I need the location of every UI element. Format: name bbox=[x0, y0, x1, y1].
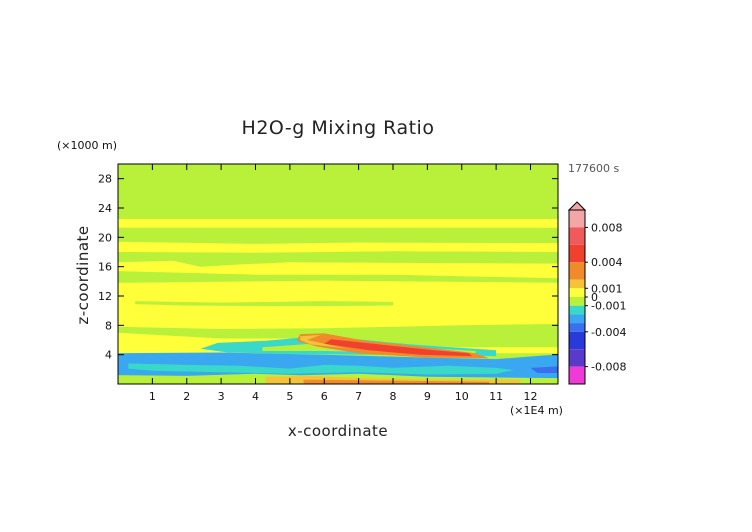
x-axis: 1 2 3 4 5 6 7 8 9 10 11 12 bbox=[149, 164, 538, 403]
y-tick-label: 12 bbox=[98, 290, 112, 303]
colorbar-label: 0.001 bbox=[591, 282, 623, 295]
x-tick-label: 9 bbox=[424, 390, 431, 403]
colorbar-level bbox=[569, 314, 585, 324]
x-unit-label: (×1E4 m) bbox=[510, 404, 563, 417]
plot-frame bbox=[117, 163, 559, 385]
x-tick-label: 11 bbox=[489, 390, 503, 403]
layer-light-blue bbox=[128, 363, 514, 375]
x-tick-label: 10 bbox=[455, 390, 469, 403]
x-tick-label: 3 bbox=[218, 390, 225, 403]
layer-red-surface bbox=[303, 379, 490, 384]
patch-green-12km bbox=[135, 301, 393, 307]
colorbar-label: -0.008 bbox=[591, 361, 626, 374]
mixing-ratio-field bbox=[118, 164, 558, 384]
y-tick-label: 24 bbox=[98, 202, 112, 215]
band-upper-22km bbox=[118, 219, 558, 228]
colorbar-level bbox=[569, 323, 585, 332]
plume-yellow-edge bbox=[300, 334, 345, 349]
x-tick-label: 12 bbox=[524, 390, 538, 403]
chart-title: H2O-g Mixing Ratio bbox=[242, 117, 435, 139]
colorbar-label: -0.001 bbox=[591, 300, 626, 313]
x-tick-label: 2 bbox=[183, 390, 190, 403]
y-tick-label: 8 bbox=[105, 319, 112, 332]
patch-blue-deep bbox=[530, 366, 558, 373]
band-upper-16km bbox=[118, 260, 558, 279]
x-axis-label: x-coordinate bbox=[288, 422, 388, 440]
colorbar-level bbox=[569, 210, 585, 228]
x-tick-label: 8 bbox=[390, 390, 397, 403]
colorbar-level bbox=[569, 262, 585, 280]
y-tick-label: 20 bbox=[98, 231, 112, 244]
x-tick-label: 5 bbox=[286, 390, 293, 403]
y-tick-label: 16 bbox=[98, 261, 112, 274]
colorbar-level bbox=[569, 244, 585, 263]
colorbar-arrow bbox=[567, 201, 587, 211]
colorbar-label: -0.004 bbox=[591, 326, 626, 339]
x-tick-label: 1 bbox=[149, 390, 156, 403]
colorbar-level bbox=[569, 366, 585, 384]
colorbar-level bbox=[569, 279, 585, 289]
y-tick-label: 4 bbox=[105, 349, 112, 362]
y-axis-label: z-coordinate bbox=[74, 225, 92, 324]
colorbar-level bbox=[569, 288, 585, 297]
colorbar-label: 0 bbox=[591, 291, 598, 304]
y-unit-label: (×1000 m) bbox=[57, 139, 117, 152]
y-axis: 4 8 12 16 20 24 28 bbox=[98, 173, 558, 362]
colorbar-label: 0.008 bbox=[591, 221, 623, 234]
x-tick-label: 7 bbox=[355, 390, 362, 403]
plume-red-core bbox=[324, 339, 473, 357]
band-upper-19km bbox=[118, 241, 558, 253]
colorbar-level bbox=[569, 227, 585, 245]
colorbar-level bbox=[569, 331, 585, 350]
colorbar-level bbox=[569, 297, 585, 306]
y-tick-label: 28 bbox=[98, 173, 112, 186]
colorbar-level bbox=[569, 349, 585, 367]
colorbar-level bbox=[569, 305, 585, 315]
time-label: 177600 s bbox=[568, 162, 619, 175]
colorbar-label: 0.004 bbox=[591, 256, 623, 269]
colorbar bbox=[567, 201, 587, 385]
x-tick-label: 6 bbox=[321, 390, 328, 403]
x-tick-label: 4 bbox=[252, 390, 259, 403]
